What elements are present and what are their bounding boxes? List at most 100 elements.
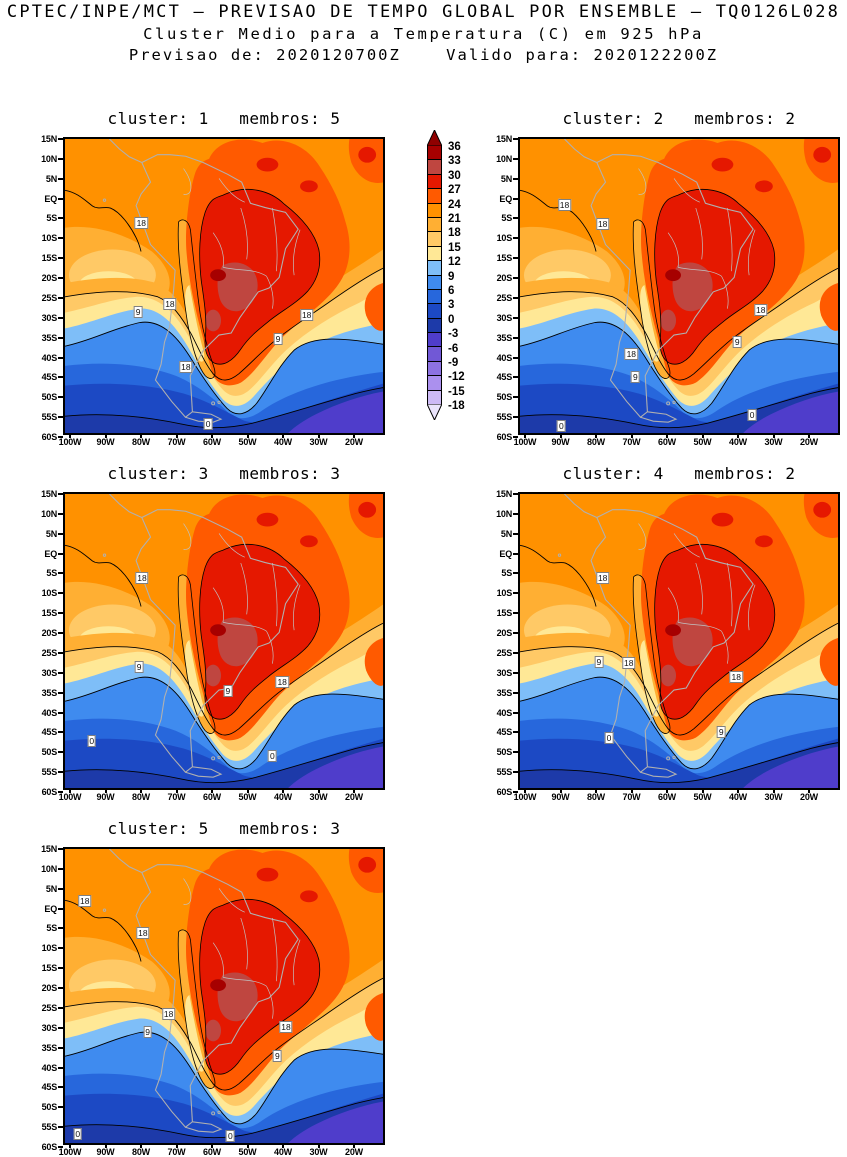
lat-label: 20S: [41, 273, 58, 284]
contour-label: 0: [747, 409, 757, 422]
lat-label: 5N: [45, 883, 57, 894]
lat-label: 50S: [41, 392, 58, 403]
lat-label: 35S: [496, 332, 513, 343]
lat-label: EQ: [44, 903, 57, 914]
lat-label: 10S: [496, 233, 513, 244]
lat-label: 20S: [496, 273, 513, 284]
lat-label: 50S: [496, 747, 513, 758]
lon-tick: [559, 788, 562, 793]
colorbar-level-label: 0: [448, 313, 455, 326]
lon-tick: [69, 1143, 71, 1148]
lon-tick: [282, 433, 284, 438]
lat-tick: [58, 887, 63, 890]
contour-label: 18: [729, 671, 743, 684]
contour-label: 18: [595, 218, 610, 231]
panel-cluster-1: cluster: 1 membros: 5 15N 10N 5N EQ 5S 10S 15S…: [41, 109, 385, 447]
colorbar-level-label: 21: [448, 213, 461, 225]
lat-label: 10N: [496, 153, 512, 164]
lat-label: 5N: [45, 528, 57, 539]
lon-label: 90W: [96, 1147, 115, 1157]
lat-label: 45S: [496, 372, 513, 383]
panel-title: cluster: 4 membros: 2: [562, 464, 796, 483]
lat-label: 30S: [41, 1022, 58, 1033]
colorbar-level-label: 9: [448, 270, 455, 283]
lon-tick: [104, 433, 107, 438]
lat-tick: [58, 612, 63, 615]
page-title: CPTEC/INPE/MCT – PREVISAO DE TEMPO GLOBA…: [6, 2, 841, 22]
contour-label: 0: [604, 732, 614, 745]
lat-label: 15S: [41, 963, 58, 974]
contour-label: 9: [133, 306, 143, 319]
lon-label: 30W: [764, 792, 783, 802]
map-svg: [65, 494, 383, 788]
lat-tick: [58, 336, 63, 339]
lat-label: 40S: [496, 352, 513, 363]
colorbar-arrow-down: [427, 404, 442, 421]
lon-tick: [701, 788, 704, 793]
lat-tick: [58, 927, 63, 930]
lon-tick: [666, 433, 668, 438]
lon-tick: [211, 788, 213, 793]
lat-tick: [513, 671, 518, 674]
lat-label: 60S: [496, 787, 513, 797]
colorbar-cell: [427, 375, 442, 391]
lat-label: 55S: [41, 412, 58, 423]
lat-tick: [58, 316, 63, 319]
colorbar-cell: [427, 159, 442, 175]
map-svg: [520, 139, 838, 433]
contour-label: 0: [556, 419, 566, 432]
lat-label: 30S: [496, 312, 513, 323]
colorbar-level-label: -12: [448, 371, 465, 384]
contour-label: 9: [273, 1050, 282, 1063]
contour-label: 18: [136, 926, 150, 939]
lon-label: 70W: [622, 792, 641, 802]
map-cluster-3: 15N 10N 5N EQ 5S 10S 15S 20S 25S 30S 35S 40S 45S 50S 5…: [41, 489, 385, 802]
lat-tick: [513, 532, 518, 535]
colorbar-level-label: -6: [448, 342, 459, 355]
lon-tick: [524, 433, 526, 438]
lat-tick: [58, 848, 63, 850]
lon-label: 40W: [274, 437, 292, 447]
lat-tick: [58, 416, 63, 419]
lat-tick: [513, 376, 518, 379]
contour-label: 18: [134, 216, 149, 229]
lat-tick: [513, 632, 518, 635]
lon-tick: [353, 788, 355, 793]
lat-tick: [513, 197, 518, 200]
lat-tick: [513, 237, 518, 240]
lat-label: 10N: [41, 863, 57, 874]
colorbar-level-label: 30: [448, 169, 461, 182]
lon-label: 70W: [622, 437, 641, 447]
colorbar-cell: [427, 389, 442, 406]
colorbar-level-label: 3: [448, 299, 455, 312]
lon-tick: [175, 433, 178, 438]
lat-label: 15S: [41, 253, 58, 264]
lon-tick: [772, 788, 775, 793]
contour-label: 9: [134, 661, 144, 674]
lat-label: EQ: [44, 548, 57, 559]
colorbar-level-label: 18: [448, 227, 461, 240]
lat-tick: [513, 651, 518, 654]
lon-label: 40W: [729, 437, 747, 447]
lat-label: 40S: [496, 707, 513, 718]
colorbar-cell: [427, 188, 442, 204]
lat-label: 15N: [41, 134, 57, 144]
lat-label: 40S: [41, 1062, 58, 1073]
colorbar-legend: 36 33 30 27 24 21 18 15 12 9 6 3 0 -3 -6 -9 -12 -15 -18: [427, 130, 489, 442]
lat-label: 15S: [496, 253, 513, 264]
lat-label: 5N: [45, 173, 57, 184]
lat-label: 45S: [41, 372, 58, 383]
lat-tick: [58, 592, 63, 595]
lat-label: 5S: [501, 213, 512, 224]
lat-label: 5N: [500, 528, 512, 539]
lat-tick: [58, 572, 63, 575]
lon-tick: [559, 433, 562, 438]
lat-tick: [513, 751, 518, 754]
lon-label: 80W: [587, 437, 605, 447]
contour-label: 9: [716, 726, 726, 739]
colorbar-cell: [427, 360, 442, 377]
lat-tick: [58, 947, 63, 950]
lat-tick: [58, 197, 63, 200]
lat-label: 30S: [41, 312, 58, 323]
